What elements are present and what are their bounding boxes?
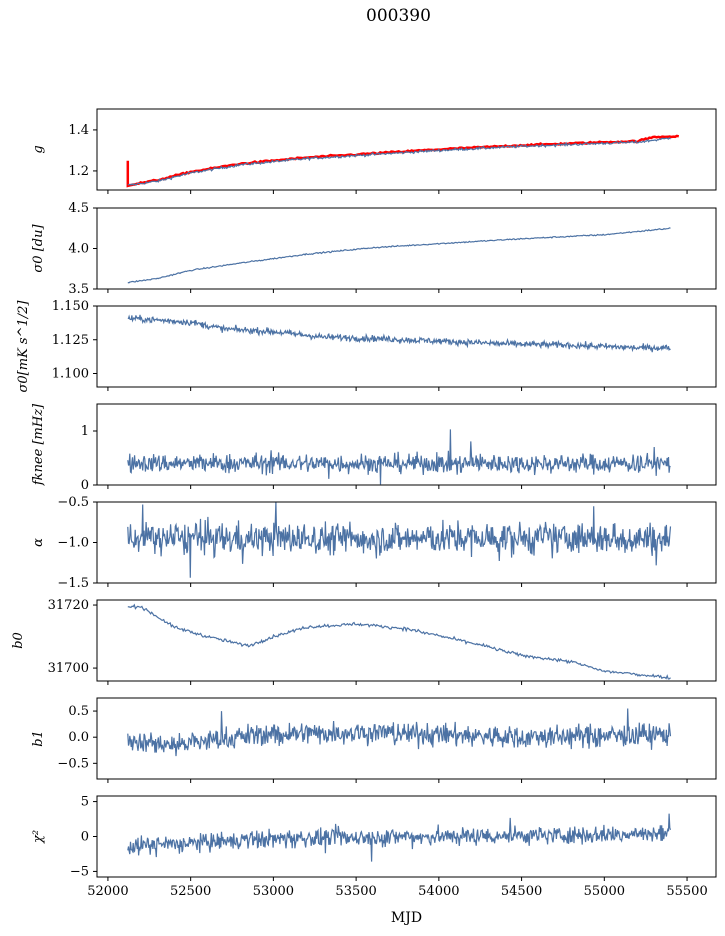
y-tick-label: 1	[81, 424, 89, 439]
series-line	[127, 502, 672, 578]
y-tick-label: −0.5	[57, 756, 89, 771]
y-axis-label: σ0[mK s^1/2]	[16, 300, 31, 393]
y-tick-label: 1.125	[52, 333, 89, 348]
series-line	[127, 603, 671, 680]
y-axis-label: σ0 [du]	[31, 224, 46, 273]
y-tick-label: 0	[81, 830, 89, 845]
y-tick-label: 0	[81, 478, 89, 493]
figure-title: 000390	[366, 6, 431, 26]
axes-frame	[96, 207, 717, 290]
x-tick-label: 54000	[418, 884, 459, 899]
subplot-8: −5 0 5 52000 52500 53000 53500 54000 54500 55000 5…	[31, 795, 717, 899]
y-tick-label: −1.5	[57, 576, 89, 591]
y-tick-label: 0.5	[68, 704, 89, 719]
x-tick-label: 53000	[253, 884, 294, 899]
y-tick-label: 5	[81, 795, 89, 810]
y-tick-label: 1.150	[52, 299, 89, 314]
y-tick-label: 31720	[48, 598, 89, 613]
y-axis-label: g	[31, 145, 46, 153]
axes-frame	[96, 403, 717, 486]
x-tick-label: 54500	[501, 884, 542, 899]
y-tick-label: 0.0	[68, 730, 89, 745]
x-tick-label: 53500	[335, 884, 376, 899]
series-line	[127, 227, 671, 284]
y-axis-label: fknee [mHz]	[31, 403, 46, 486]
x-tick-label: 55500	[666, 884, 707, 899]
subplot-3: 1.100 1.125 1.150 σ0[mK s^1/2]	[16, 299, 717, 393]
axes-frame	[96, 108, 717, 191]
series-line	[127, 429, 671, 485]
axes-frame	[96, 599, 717, 682]
subplot-5: −1.5 −1.0 −0.5 α	[31, 495, 717, 591]
series-line	[127, 314, 671, 353]
series-line	[127, 137, 671, 186]
series-line	[127, 813, 672, 862]
y-tick-label: 4.0	[68, 242, 89, 257]
y-tick-label: 1.100	[52, 367, 89, 382]
y-tick-label: 3.5	[68, 282, 89, 297]
x-axis-label: MJD	[391, 910, 422, 926]
y-tick-label: 1.2	[68, 164, 89, 179]
y-tick-label: 31700	[48, 661, 89, 676]
x-tick-label: 55000	[584, 884, 625, 899]
y-axis-label: χ²	[31, 830, 46, 844]
x-tick-label: 52500	[170, 884, 211, 899]
y-tick-label: −0.5	[57, 495, 89, 510]
axes-frame	[96, 305, 717, 388]
subplot-4: 0 1 fknee [mHz]	[31, 403, 717, 493]
y-tick-label: 1.4	[68, 123, 89, 138]
y-tick-label: 4.5	[68, 201, 89, 216]
subplot-1: 1.2 1.4 g	[31, 108, 717, 194]
subplot-6: 31700 31720 b0	[11, 598, 717, 685]
subplot-7: −0.5 0.0 0.5 b1	[31, 697, 717, 783]
y-tick-label: −1.0	[57, 536, 89, 551]
y-axis-label: α	[31, 538, 46, 547]
y-axis-label: b0	[11, 632, 26, 649]
series-line	[127, 708, 672, 757]
y-axis-label: b1	[31, 730, 46, 747]
subplot-2: 3.5 4.0 4.5 σ0 [du]	[31, 201, 717, 297]
x-tick-label: 52000	[87, 884, 128, 899]
y-tick-label: −5	[70, 864, 89, 879]
axes-frame	[96, 697, 717, 780]
